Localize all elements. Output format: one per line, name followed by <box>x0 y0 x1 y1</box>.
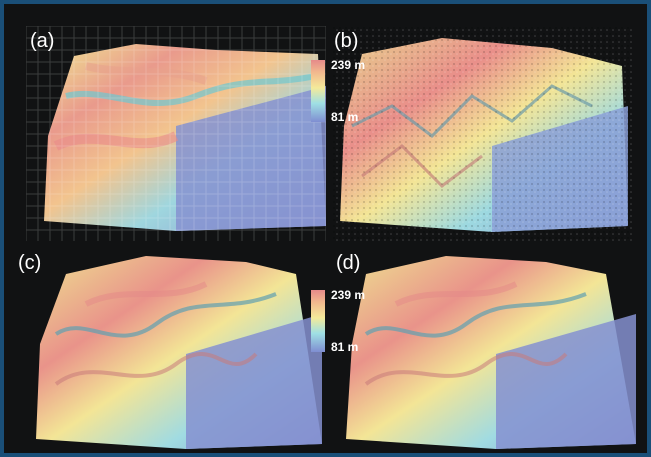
legend-min-label: 81 m <box>331 110 359 124</box>
terrain-panel-c: (c) <box>18 244 326 453</box>
terrain-render-b <box>332 26 632 241</box>
elevation-colorbar <box>311 60 325 122</box>
elevation-legend-bottom: 239 m 81 m <box>311 288 397 362</box>
terrain-render-c <box>36 256 322 449</box>
terrain-render-d <box>346 256 636 449</box>
figure-frame: (a) (b) <box>4 4 647 453</box>
elevation-colorbar <box>311 290 325 352</box>
panel-label-d: (d) <box>336 252 361 274</box>
panel-label-c: (c) <box>18 252 42 274</box>
panel-label-a: (a) <box>30 30 55 52</box>
elevation-legend-top: 239 m 81 m <box>311 58 397 132</box>
terrain-panel-b: (b) <box>332 26 632 241</box>
terrain-panel-d: (d) <box>336 244 646 453</box>
legend-min-label: 81 m <box>331 340 359 354</box>
terrain-render-a <box>26 26 326 241</box>
legend-max-label: 239 m <box>331 58 366 72</box>
legend-max-label: 239 m <box>331 288 366 302</box>
panel-label-b: (b) <box>334 30 359 52</box>
terrain-panel-a: (a) <box>26 26 326 241</box>
